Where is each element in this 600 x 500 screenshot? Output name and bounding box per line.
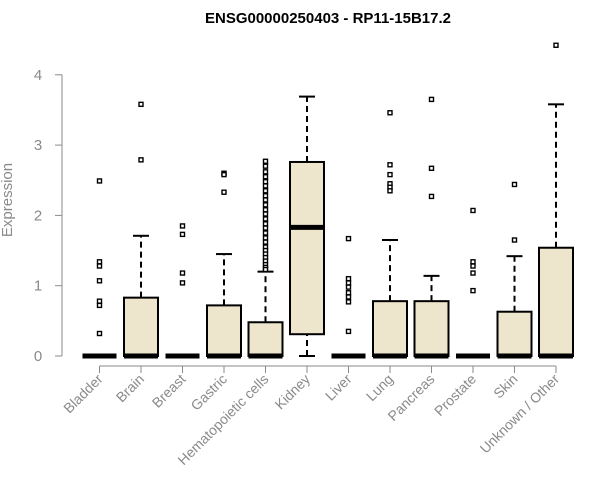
outlier-point bbox=[262, 158, 269, 164]
outlier-point bbox=[96, 263, 103, 269]
box-group bbox=[123, 101, 159, 359]
outlier-point bbox=[511, 237, 518, 243]
x-tick-label: Breast bbox=[149, 371, 189, 411]
outlier-point bbox=[428, 165, 435, 171]
outlier-point bbox=[262, 174, 269, 180]
box-group bbox=[413, 96, 450, 359]
y-tick-label: 0 bbox=[34, 348, 42, 365]
outlier-point bbox=[387, 171, 393, 178]
outlier-point bbox=[96, 330, 103, 337]
outlier-point bbox=[262, 235, 269, 241]
outlier-point bbox=[262, 188, 269, 194]
outlier-point bbox=[262, 193, 269, 199]
y-tick-label: 3 bbox=[34, 137, 42, 154]
outlier-point bbox=[262, 225, 269, 231]
outlier-point bbox=[179, 223, 186, 229]
outlier-point bbox=[262, 183, 269, 189]
outlier-point bbox=[262, 221, 269, 227]
chart-title: ENSG00000250403 - RP11-15B17.2 bbox=[205, 10, 451, 27]
outlier-point bbox=[470, 263, 476, 269]
outlier-point bbox=[387, 162, 393, 168]
box-body bbox=[123, 296, 159, 357]
outlier-point bbox=[428, 193, 435, 200]
box-group bbox=[456, 207, 490, 359]
x-tick-label: Prostate bbox=[431, 371, 479, 419]
outlier-point bbox=[262, 207, 269, 213]
y-tick-label: 1 bbox=[34, 278, 42, 295]
box-body bbox=[206, 304, 242, 358]
box-group bbox=[289, 95, 325, 357]
outlier-point bbox=[96, 178, 103, 184]
outlier-point bbox=[345, 284, 352, 290]
outlier-point bbox=[470, 270, 476, 276]
box-group bbox=[206, 170, 242, 359]
outlier-point bbox=[345, 280, 352, 286]
outlier-point bbox=[345, 235, 352, 242]
outlier-point bbox=[428, 96, 435, 103]
box-body bbox=[538, 246, 574, 358]
box-group bbox=[247, 158, 284, 359]
box-group bbox=[82, 178, 117, 359]
box-group bbox=[372, 110, 408, 359]
box-group bbox=[331, 235, 366, 359]
x-tick-label: Unknown / Other bbox=[477, 371, 563, 457]
outlier-point bbox=[96, 298, 103, 304]
outlier-point bbox=[262, 197, 269, 203]
axes: 0 1 2 3 4 bbox=[34, 67, 557, 373]
outlier-point bbox=[179, 270, 186, 276]
outlier-point bbox=[387, 188, 393, 194]
box-body bbox=[289, 160, 325, 336]
box-group bbox=[165, 223, 200, 359]
outlier-point bbox=[511, 181, 518, 188]
x-tick-label: Kidney bbox=[272, 371, 314, 413]
outlier-point bbox=[345, 290, 352, 296]
x-tick-label: Skin bbox=[490, 371, 521, 402]
y-tick-label: 2 bbox=[34, 207, 42, 224]
outlier-point bbox=[138, 157, 144, 163]
outlier-point bbox=[96, 302, 103, 309]
outlier-point bbox=[262, 230, 269, 236]
outlier-point bbox=[96, 278, 103, 284]
outlier-point bbox=[221, 171, 227, 178]
outlier-point bbox=[262, 178, 269, 185]
outlier-point bbox=[262, 266, 269, 273]
outlier-point bbox=[262, 216, 269, 222]
y-tick-label: 4 bbox=[34, 67, 42, 84]
x-tick-label: Bladder bbox=[60, 371, 106, 417]
outlier-point bbox=[179, 231, 186, 238]
outlier-point bbox=[179, 280, 186, 286]
box-body bbox=[247, 321, 284, 358]
outlier-point bbox=[345, 299, 352, 305]
x-tick-label: Lung bbox=[363, 371, 396, 404]
outlier-point bbox=[553, 42, 559, 48]
outlier-point bbox=[262, 202, 269, 208]
outlier-point bbox=[96, 259, 103, 265]
box-body bbox=[413, 300, 450, 357]
outlier-point bbox=[262, 211, 269, 217]
box-body bbox=[372, 300, 408, 357]
box-body bbox=[496, 310, 533, 357]
outlier-point bbox=[262, 169, 269, 175]
outlier-point bbox=[345, 294, 352, 300]
outlier-point bbox=[138, 101, 144, 108]
outlier-point bbox=[470, 259, 476, 265]
box-group bbox=[538, 42, 574, 359]
outlier-point bbox=[470, 207, 476, 214]
outlier-point bbox=[345, 275, 352, 282]
plot-area bbox=[82, 42, 574, 359]
outlier-point bbox=[262, 163, 269, 169]
outlier-point bbox=[470, 287, 476, 294]
x-tick-label: Brain bbox=[113, 371, 147, 405]
outlier-point bbox=[387, 110, 393, 116]
box-group bbox=[496, 181, 533, 359]
outlier-point bbox=[262, 239, 269, 245]
outlier-point bbox=[221, 189, 227, 195]
outlier-point bbox=[345, 328, 352, 335]
y-axis-label: Expression bbox=[0, 163, 16, 237]
x-tick-label: Liver bbox=[322, 371, 355, 404]
